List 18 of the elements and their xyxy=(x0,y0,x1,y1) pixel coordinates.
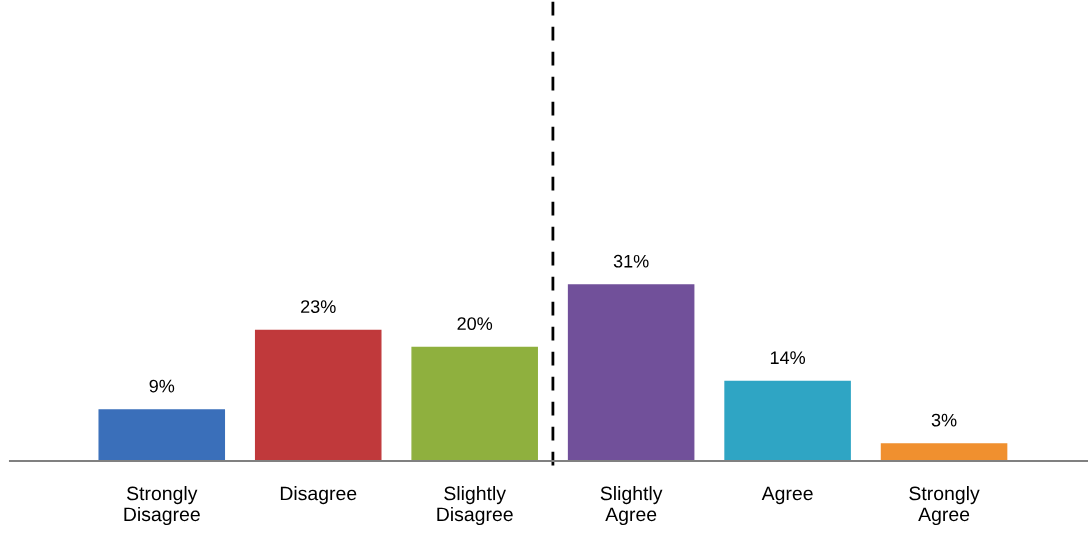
bar xyxy=(411,346,538,461)
x-tick-label: Disagree xyxy=(280,486,357,505)
bar xyxy=(98,409,226,461)
bar xyxy=(724,380,851,461)
data-label: 14% xyxy=(770,351,806,365)
data-label: 23% xyxy=(301,300,336,313)
bar xyxy=(567,284,695,461)
x-tick-label: Strongly Disagree xyxy=(124,486,200,526)
bar xyxy=(254,329,382,461)
data-label: 20% xyxy=(457,317,493,331)
x-tick-label: Slightly Disagree xyxy=(437,486,513,526)
data-label: 31% xyxy=(613,254,649,268)
bar xyxy=(880,443,1008,461)
data-label: 3% xyxy=(931,413,957,427)
x-tick-label: Slightly Agree xyxy=(600,486,663,526)
x-tick-label: Strongly Agree xyxy=(909,486,980,526)
x-tick-label: Agree xyxy=(761,486,813,505)
data-label: 9% xyxy=(149,379,175,393)
